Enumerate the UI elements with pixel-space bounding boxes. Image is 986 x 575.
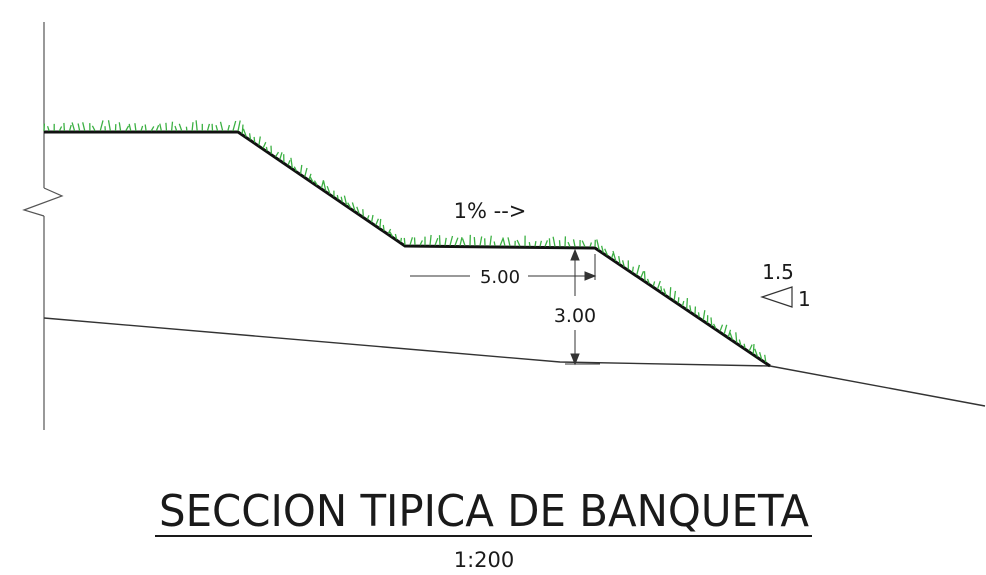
slope-ratio-triangle-icon bbox=[760, 286, 793, 308]
drawing-title: SECCION TIPICA DE BANQUETA bbox=[159, 486, 809, 537]
slope-ratio-vertical-label: 1.5 bbox=[762, 260, 794, 284]
bench-height-label: 3.00 bbox=[554, 305, 596, 327]
grass-blades bbox=[43, 120, 767, 363]
bench-slope-grade-label: 1% --> bbox=[454, 199, 527, 223]
bench-cut-profile bbox=[44, 130, 771, 368]
bench-height-dimension bbox=[565, 248, 600, 366]
bench-width-label: 5.00 bbox=[480, 267, 520, 288]
bench-width-dimension bbox=[410, 254, 597, 281]
natural-ground-line bbox=[43, 317, 986, 407]
left-reference-line bbox=[22, 22, 64, 430]
drawing-scale: 1:200 bbox=[454, 548, 515, 572]
slope-ratio-horizontal-label: 1 bbox=[798, 287, 811, 311]
grass-cover bbox=[43, 120, 767, 363]
